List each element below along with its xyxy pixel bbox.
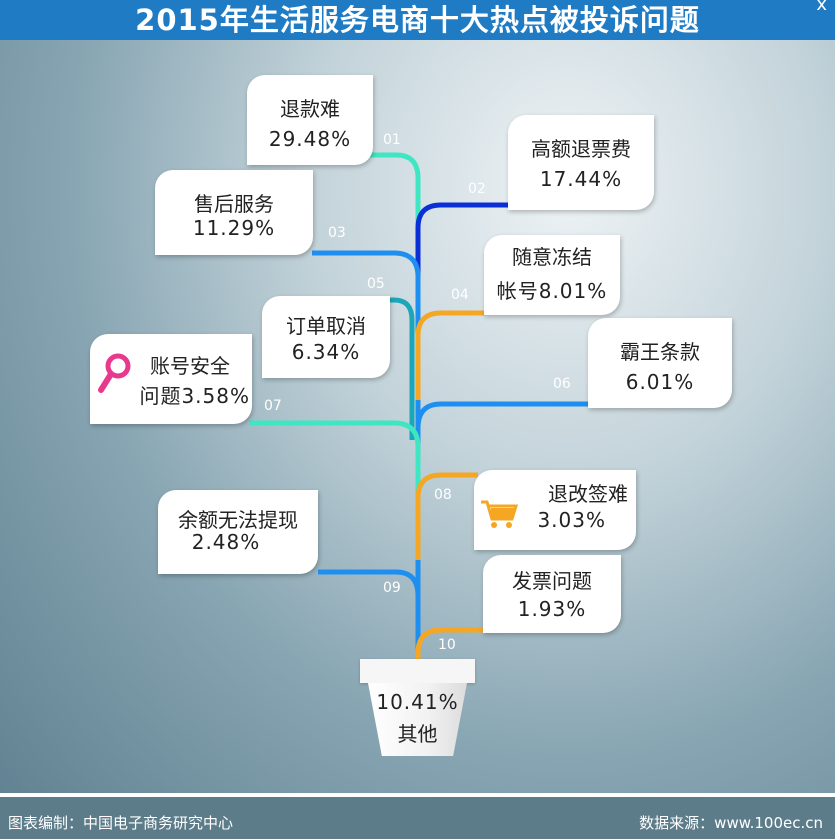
card-value: 29.48% <box>268 127 352 151</box>
index-01: 01 <box>383 132 401 148</box>
shopping-cart-icon <box>481 500 519 528</box>
card-value: 1.93% <box>517 597 587 621</box>
footer-bar <box>0 797 835 839</box>
card-label-2: 帐号 <box>496 279 539 303</box>
index-04: 04 <box>451 287 469 303</box>
card-value: 17.44% <box>539 167 623 191</box>
card-label: 账号安全 <box>150 354 230 378</box>
card-02: 高额退票费 17.44% <box>508 115 654 210</box>
index-06: 06 <box>553 376 571 392</box>
index-07: 07 <box>264 398 282 414</box>
branch-02 <box>415 202 510 300</box>
index-03: 03 <box>328 225 346 241</box>
card-05: 订单取消 6.34% <box>262 296 390 378</box>
card-value-line: 问题3.58% <box>139 380 250 409</box>
card-01: 退款难 29.48% <box>247 75 373 165</box>
pot-rim <box>360 659 475 683</box>
card-value: 6.01% <box>625 370 695 394</box>
card-03: 售后服务 11.29% <box>155 170 313 255</box>
card-value: 8.01% <box>538 279 608 303</box>
branch-05 <box>365 297 415 440</box>
branch-09 <box>318 569 421 662</box>
branch-06 <box>415 401 590 470</box>
index-09: 09 <box>383 580 401 596</box>
card-label-2: 问题 <box>139 384 182 408</box>
card-label: 订单取消 <box>286 314 366 338</box>
card-value: 11.29% <box>192 216 276 240</box>
card-label: 售后服务 <box>194 192 274 216</box>
footer-compiler: 图表编制：中国电子商务研究中心 <box>8 814 234 832</box>
chart-title: 2015年生活服务电商十大热点被投诉问题 <box>135 3 700 37</box>
other-label: 其他 <box>397 722 438 746</box>
card-09: 余额无法提现 2.48% <box>158 490 318 574</box>
card-label: 退改签难 <box>548 482 628 506</box>
card-06: 霸王条款 6.01% <box>588 318 732 408</box>
index-02: 02 <box>468 181 486 197</box>
corner-close-mark: x <box>816 0 827 15</box>
card-value: 2.48% <box>191 530 261 554</box>
index-05: 05 <box>367 276 385 292</box>
branch-07 <box>250 420 421 495</box>
card-label: 高额退票费 <box>531 137 631 161</box>
magnifier-icon <box>98 353 131 393</box>
card-04: 随意冻结 帐号8.01% <box>484 235 620 315</box>
card-value: 3.03% <box>537 508 606 532</box>
branch-08 <box>415 472 478 560</box>
card-label: 余额无法提现 <box>178 508 298 532</box>
index-10: 10 <box>438 637 456 653</box>
card-label: 霸王条款 <box>620 340 700 364</box>
branch-04 <box>415 310 486 400</box>
other-value: 10.41% <box>376 690 459 714</box>
branch-10 <box>415 627 484 662</box>
title-bar <box>0 0 835 40</box>
card-label: 随意冻结 <box>512 245 592 269</box>
card-07: 账号安全 问题3.58% <box>90 334 252 424</box>
footer-divider <box>0 793 835 797</box>
card-08: 退改签难 3.03% <box>474 470 636 550</box>
card-value: 6.34% <box>291 340 361 364</box>
pot-body <box>368 683 467 756</box>
index-08: 08 <box>434 487 452 503</box>
footer-source: 数据来源：www.100ec.cn <box>639 814 823 832</box>
card-10: 发票问题 1.93% <box>483 555 621 633</box>
card-label: 退款难 <box>280 97 340 121</box>
card-value-line: 帐号8.01% <box>484 275 620 304</box>
branch-03 <box>312 250 421 660</box>
card-label: 发票问题 <box>512 569 592 593</box>
branch-01 <box>250 152 421 660</box>
card-value: 3.58% <box>181 384 250 408</box>
